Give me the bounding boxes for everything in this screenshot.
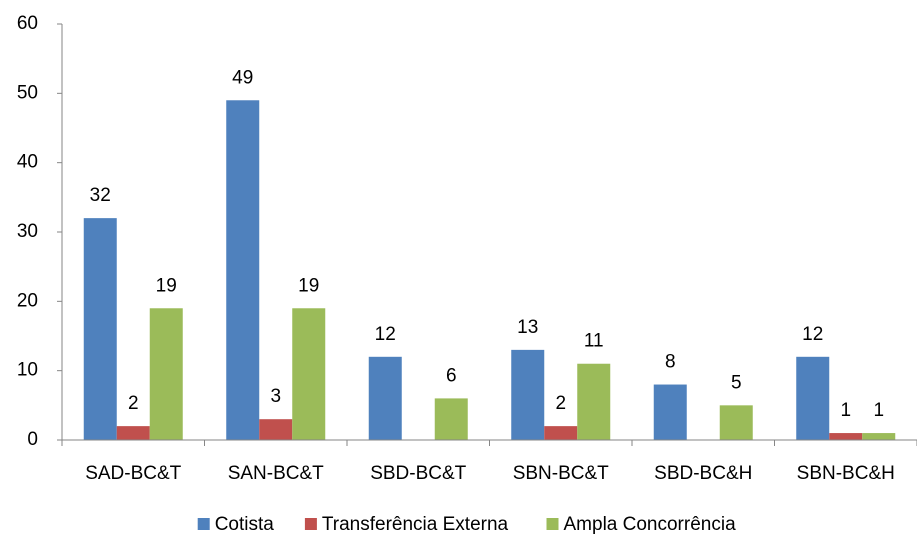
x-tick-label: SAN-BC&T — [228, 463, 324, 484]
legend-label: Cotista — [215, 514, 275, 535]
bar — [83, 218, 117, 440]
legend-label: Transferência Externa — [322, 514, 509, 535]
bar — [544, 426, 578, 440]
data-label: 12 — [375, 324, 396, 345]
data-label: 13 — [517, 317, 538, 338]
x-tick-label: SBD-BC&T — [370, 463, 466, 484]
data-label: 19 — [298, 275, 319, 296]
bar — [577, 363, 611, 440]
legend-swatch — [304, 518, 317, 530]
bar — [292, 308, 326, 440]
data-label: 1 — [873, 400, 884, 421]
y-tick-label: 10 — [17, 360, 38, 381]
x-tick-label: SBN-BC&H — [797, 463, 895, 484]
data-label: 5 — [731, 372, 742, 393]
y-tick-label: 40 — [17, 152, 38, 173]
x-tick-label: SAD-BC&T — [85, 463, 181, 484]
x-tick-label: SBD-BC&H — [654, 463, 752, 484]
data-label: 19 — [156, 275, 177, 296]
bar — [259, 419, 293, 440]
bar — [434, 398, 468, 440]
data-label: 32 — [90, 185, 111, 206]
data-label: 11 — [584, 331, 604, 352]
bar — [511, 349, 545, 440]
data-label: 12 — [802, 324, 823, 345]
data-label: 1 — [840, 400, 851, 421]
bar — [829, 433, 863, 440]
bar — [796, 356, 830, 440]
data-label: 8 — [665, 352, 676, 373]
y-tick-label: 50 — [17, 82, 38, 103]
y-tick-label: 0 — [27, 429, 38, 450]
data-label: 49 — [232, 67, 253, 88]
legend-swatch — [197, 518, 210, 530]
bar — [368, 356, 402, 440]
bar — [149, 308, 183, 440]
bar — [116, 426, 150, 440]
y-tick-label: 30 — [17, 221, 38, 242]
bar — [653, 384, 687, 440]
data-label: 2 — [128, 393, 139, 414]
data-label: 3 — [270, 386, 281, 407]
y-tick-label: 20 — [17, 290, 38, 311]
legend-label: Ampla Concorrência — [564, 514, 737, 535]
data-label: 6 — [446, 365, 457, 386]
legend-swatch — [546, 518, 559, 530]
bar — [226, 100, 260, 441]
y-tick-label: 60 — [17, 13, 38, 34]
bar — [862, 433, 896, 440]
x-tick-label: SBN-BC&T — [513, 463, 609, 484]
data-label: 2 — [555, 393, 566, 414]
bar — [719, 405, 753, 440]
